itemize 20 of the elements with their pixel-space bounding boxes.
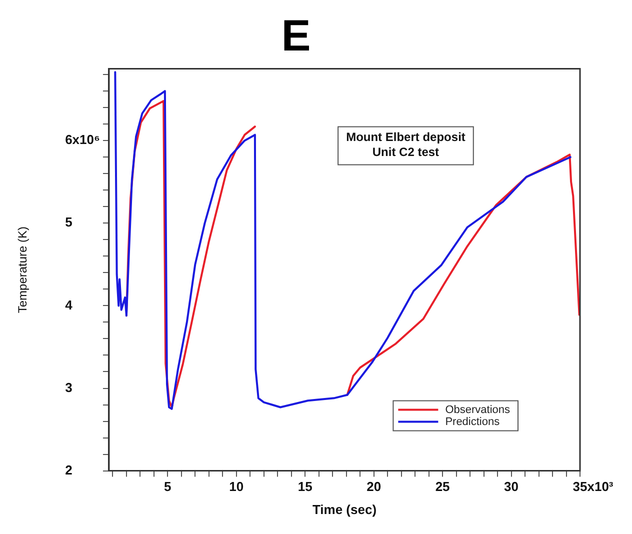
x-tick-label: 5 (164, 479, 172, 494)
x-axis-title: Time (sec) (312, 502, 377, 517)
chart-title: E (281, 12, 311, 61)
x-tick-label: 20 (366, 479, 382, 494)
x-tick-label: 10 (229, 479, 244, 494)
y-tick-label: 5 (65, 214, 72, 230)
y-tick-label: 3 (65, 380, 72, 395)
text: x10⁶ (72, 132, 100, 148)
y-tick-label: 4 (65, 297, 74, 312)
x-tick-label: 25 (435, 479, 450, 494)
y-tick-label: 6 (65, 132, 72, 148)
text: x10³ (587, 478, 614, 494)
annotation: Mount Elbert deposit Unit C2 test (346, 130, 466, 160)
y-tick-label: 2 (65, 462, 72, 478)
x-tick-label: 35 (572, 479, 588, 494)
x-tick-label: 30 (504, 479, 519, 494)
legend-label: Predictions (445, 416, 500, 428)
y-axis-title: Temperature (K) (16, 226, 30, 314)
legend-label: Observations (445, 404, 510, 416)
x-tick-label: 15 (298, 479, 312, 494)
